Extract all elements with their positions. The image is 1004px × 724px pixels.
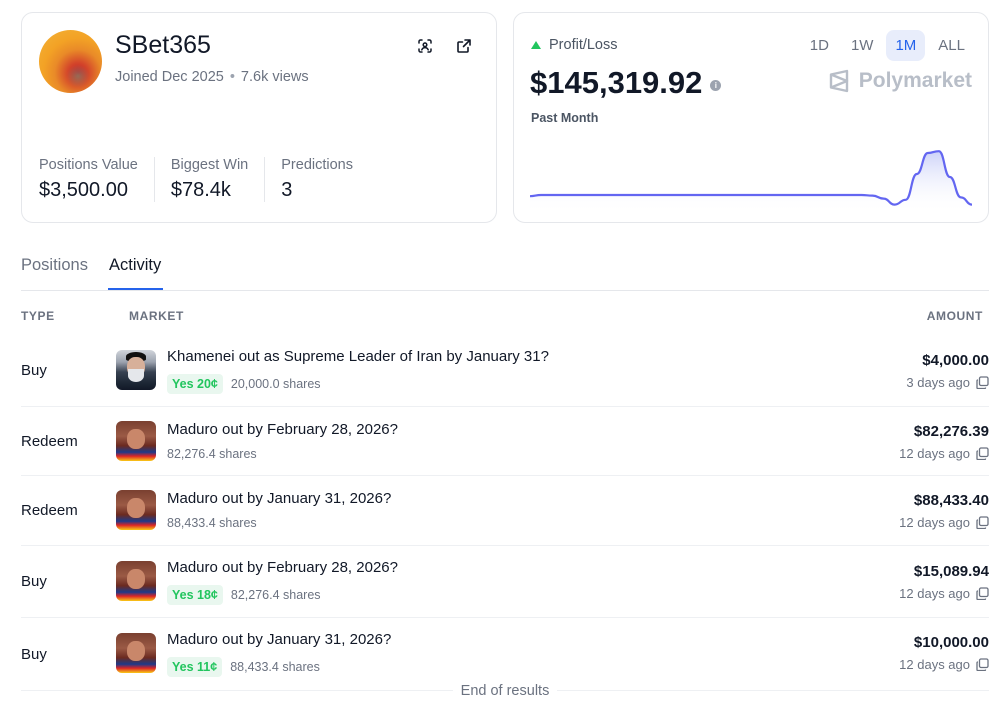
end-of-results: End of results: [21, 683, 989, 699]
share-count: 88,433.4 shares: [230, 660, 320, 674]
share-count: 20,000.0 shares: [230, 377, 321, 391]
profile-stats: Positions Value $3,500.00 Biggest Win $7…: [39, 157, 369, 202]
activity-row[interactable]: Buy Maduro out by January 31, 2026? Yes 11…: [21, 617, 989, 685]
activity-time: 12 days ago: [899, 515, 989, 530]
sparkline-line: [530, 150, 972, 206]
tab-activity[interactable]: Activity: [109, 256, 162, 274]
pnl-sparkline: [530, 150, 972, 213]
market-details: 88,433.4 shares: [167, 516, 257, 530]
market-details: 82,276.4 shares: [167, 447, 257, 461]
row-divider: [21, 475, 989, 476]
tab-bar: Positions Activity: [21, 250, 989, 291]
avatar: [39, 30, 102, 93]
market-title[interactable]: Maduro out by January 31, 2026?: [167, 490, 392, 507]
outcome-badge: Yes 11¢: [167, 657, 223, 677]
row-divider: [21, 617, 989, 618]
range-selector: 1D 1W 1M ALL: [801, 30, 974, 61]
share-link-button[interactable]: [453, 35, 475, 57]
range-1d[interactable]: 1D: [809, 37, 829, 54]
pnl-period: Past Month: [531, 111, 599, 125]
market-title[interactable]: Maduro out by February 28, 2026?: [167, 559, 398, 576]
profile-meta: Joined Dec 2025 • 7.6k views: [115, 69, 309, 85]
scan-face-icon: [418, 39, 432, 53]
share-count: 82,276.4 shares: [230, 588, 321, 602]
row-divider: [21, 545, 989, 546]
outcome-badge: Yes 18¢: [167, 585, 223, 605]
open-new-icon[interactable]: [976, 447, 989, 460]
activity-type: Redeem: [21, 502, 78, 519]
activity-amount: $88,433.40: [913, 492, 989, 509]
outcome-badge: Yes 20¢: [167, 374, 223, 394]
activity-time: 3 days ago: [906, 375, 989, 390]
pnl-value: $145,319.92 i: [530, 65, 722, 101]
market-title[interactable]: Maduro out by February 28, 2026?: [167, 421, 398, 438]
activity-time: 12 days ago: [899, 657, 989, 672]
activity-type: Buy: [21, 573, 47, 590]
tab-positions[interactable]: Positions: [21, 256, 88, 274]
triangle-up-icon: [531, 41, 541, 49]
row-divider: [21, 406, 989, 407]
activity-time: 12 days ago: [899, 446, 989, 461]
view-count: 7.6k views: [240, 69, 309, 85]
stat-predictions: Predictions 3: [264, 157, 369, 202]
activity-row[interactable]: Redeem Maduro out by February 28, 2026? 82…: [21, 407, 989, 475]
column-header-amount: AMOUNT: [926, 309, 983, 323]
market-title[interactable]: Khamenei out as Supreme Leader of Iran b…: [167, 348, 549, 365]
joined-date: Joined Dec 2025: [115, 69, 224, 85]
open-new-icon[interactable]: [976, 587, 989, 600]
sparkline-area: [530, 151, 972, 213]
activity-amount: $4,000.00: [922, 352, 989, 369]
polymarket-logo-icon: [829, 69, 848, 93]
share-count: 82,276.4 shares: [167, 447, 257, 461]
activity-row[interactable]: Buy Maduro out by February 28, 2026? Yes 1…: [21, 545, 989, 613]
market-thumbnail[interactable]: [116, 490, 156, 530]
activity-type: Redeem: [21, 433, 78, 450]
range-1m[interactable]: 1M: [886, 30, 926, 61]
polymarket-logo: Polymarket: [828, 69, 972, 93]
stat-positions-value: Positions Value $3,500.00: [39, 157, 138, 201]
market-title[interactable]: Maduro out by January 31, 2026?: [167, 631, 392, 648]
username: SBet365: [115, 31, 211, 59]
market-details: Yes 20¢ 20,000.0 shares: [167, 374, 321, 394]
pnl-label: Profit/Loss: [531, 37, 618, 53]
activity-type: Buy: [21, 362, 47, 379]
column-header-market: MARKET: [129, 309, 184, 323]
active-tab-indicator: [108, 288, 163, 290]
pnl-card: Profit/Loss 1D 1W 1M ALL $145,319.92 i Po…: [513, 12, 989, 223]
market-thumbnail[interactable]: [116, 633, 156, 673]
market-details: Yes 11¢ 88,433.4 shares: [167, 657, 320, 677]
market-thumbnail[interactable]: [116, 561, 156, 601]
activity-time: 12 days ago: [899, 586, 989, 601]
open-new-icon[interactable]: [976, 658, 989, 671]
market-thumbnail[interactable]: [116, 421, 156, 461]
share-count: 88,433.4 shares: [167, 516, 257, 530]
activity-amount: $15,089.94: [913, 563, 989, 580]
open-new-icon[interactable]: [976, 516, 989, 529]
open-new-icon[interactable]: [976, 376, 989, 389]
activity-amount: $10,000.00: [913, 634, 989, 651]
market-thumbnail[interactable]: [116, 350, 156, 390]
profile-card: SBet365 Joined Dec 2025 • 7.6k views Posit…: [21, 12, 497, 223]
activity-row[interactable]: Redeem Maduro out by January 31, 2026? 88,…: [21, 476, 989, 544]
info-icon[interactable]: i: [710, 79, 722, 91]
activity-row[interactable]: Buy Khamenei out as Supreme Leader of Ira…: [21, 338, 989, 406]
range-all[interactable]: ALL: [938, 37, 965, 54]
market-details: Yes 18¢ 82,276.4 shares: [167, 585, 321, 605]
activity-type: Buy: [21, 646, 47, 663]
range-1w[interactable]: 1W: [850, 37, 874, 54]
scan-face-button[interactable]: [414, 35, 436, 57]
external-link-icon: [457, 39, 471, 53]
column-header-type: TYPE: [21, 309, 55, 323]
activity-amount: $82,276.39: [913, 423, 989, 440]
stat-biggest-win: Biggest Win $78.4k: [153, 157, 264, 202]
